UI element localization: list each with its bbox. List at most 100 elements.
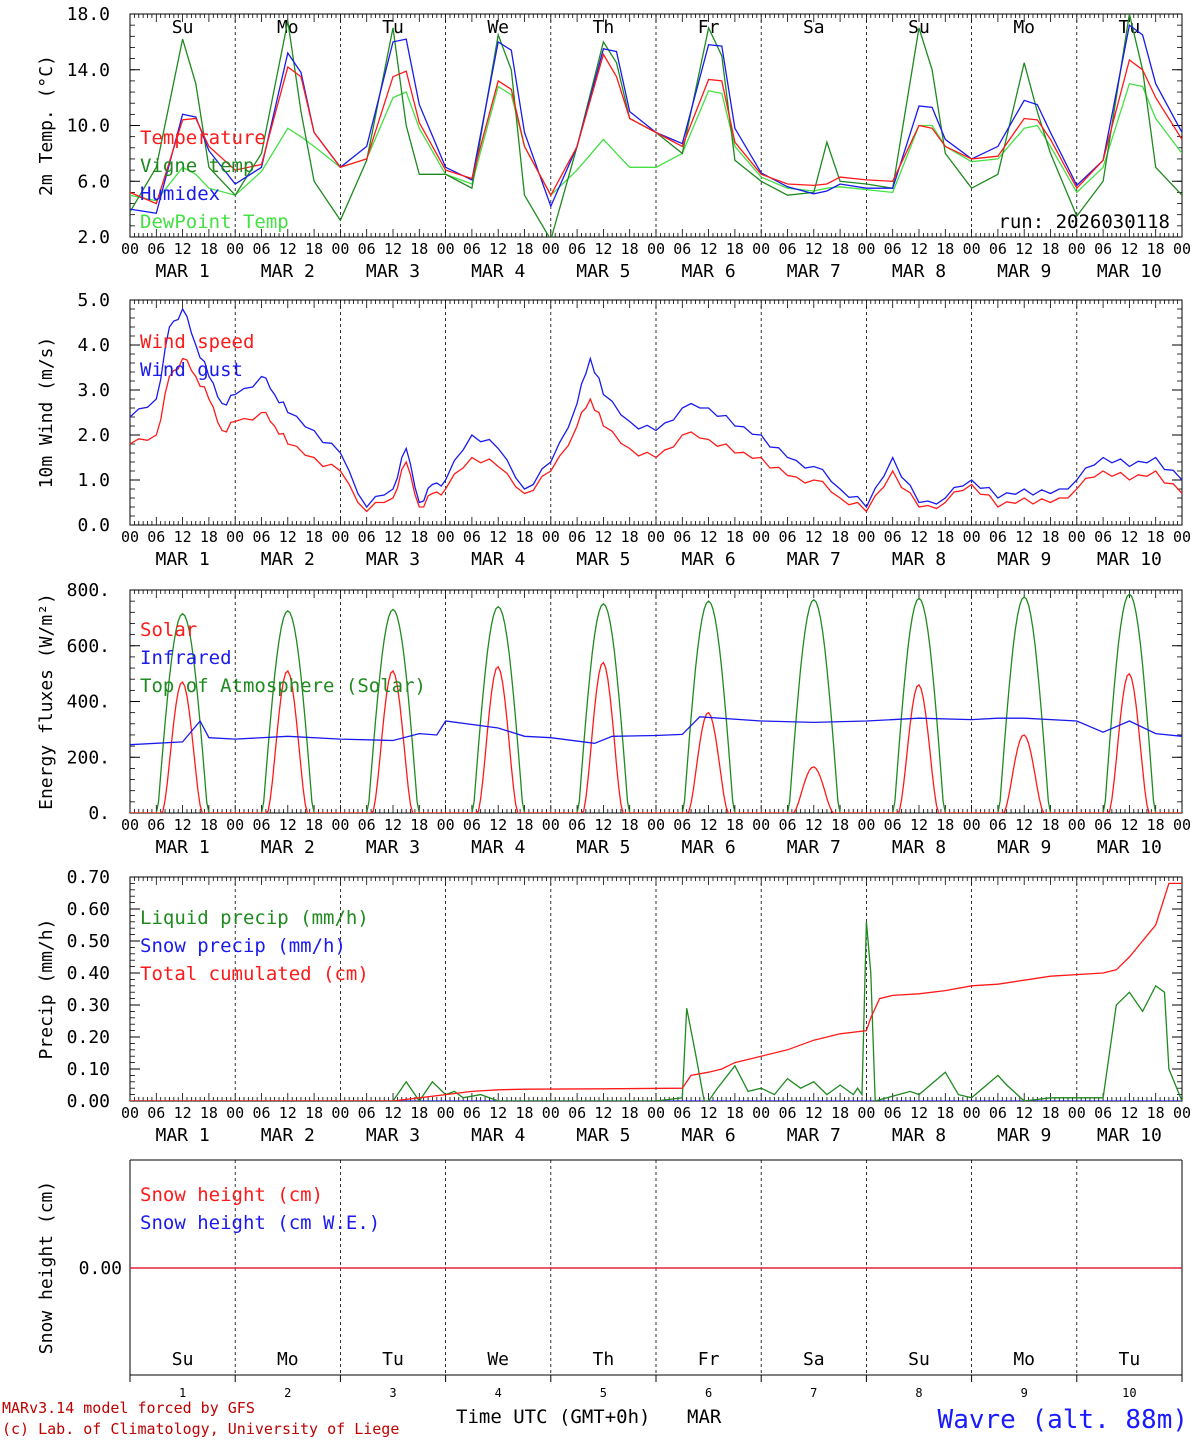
legend-entry: Wind gust — [140, 359, 243, 381]
series-line-red — [130, 52, 1182, 205]
hour-tick-label: 00 — [1068, 816, 1086, 834]
hour-tick-label: 00 — [542, 1104, 560, 1122]
hour-tick-label: 18 — [621, 240, 639, 258]
y-tick-label: 800. — [67, 580, 110, 601]
date-label: MAR 8 — [892, 261, 946, 282]
date-label: MAR 9 — [997, 837, 1051, 858]
plot-frame — [129, 13, 1183, 238]
hour-tick-label: 00 — [857, 1104, 875, 1122]
y-axis-label: Snow height (cm) — [36, 1181, 57, 1354]
hour-tick-label: 18 — [621, 528, 639, 546]
y-tick-label: 200. — [67, 747, 110, 768]
y-axis-label: 2m Temp. (°C) — [36, 55, 57, 196]
y-tick-label: 0.00 — [67, 1091, 110, 1112]
hour-tick-label: 00 — [647, 240, 665, 258]
station-name: Wavre (alt. 88m) — [938, 1405, 1188, 1435]
hour-tick-label: 12 — [489, 816, 507, 834]
hour-tick-label: 12 — [279, 1104, 297, 1122]
hour-tick-label: 12 — [910, 1104, 928, 1122]
hour-tick-label: 00 — [752, 240, 770, 258]
hour-tick-label: 06 — [252, 816, 270, 834]
hour-tick-label: 12 — [174, 528, 192, 546]
hour-tick-label: 06 — [673, 528, 691, 546]
hour-tick-label: 06 — [778, 528, 796, 546]
y-tick-label: 600. — [67, 636, 110, 657]
legend-entry: Solar — [140, 619, 197, 641]
hour-tick-label: 06 — [673, 1104, 691, 1122]
legend-entry: Total cumulated (cm) — [140, 963, 369, 985]
hour-tick-label: 18 — [305, 240, 323, 258]
date-label: MAR 10 — [1097, 1125, 1162, 1146]
hour-tick-label: 12 — [1120, 816, 1138, 834]
y-tick-label: 5.0 — [77, 290, 110, 311]
weekday-label: Su — [908, 17, 930, 38]
hour-tick-label: 06 — [358, 1104, 376, 1122]
y-tick-label: 2.0 — [77, 227, 110, 248]
hour-tick-label: 06 — [1094, 1104, 1112, 1122]
hour-tick-label: 12 — [1015, 1104, 1033, 1122]
time-axis-month: MAR — [687, 1406, 722, 1428]
day-number-label: 10 — [1122, 1386, 1136, 1400]
hour-tick-label: 06 — [778, 240, 796, 258]
hour-tick-label: 18 — [305, 816, 323, 834]
hour-tick-label: 00 — [437, 240, 455, 258]
hour-tick-label: 00 — [857, 528, 875, 546]
hour-tick-label: 06 — [147, 816, 165, 834]
hour-tick-label: 18 — [1041, 240, 1059, 258]
hour-tick-label: 18 — [621, 816, 639, 834]
hour-tick-label: 12 — [174, 816, 192, 834]
hour-tick-label: 06 — [568, 1104, 586, 1122]
day-number-label: 1 — [179, 1386, 186, 1400]
hour-tick-label: 00 — [121, 816, 139, 834]
hour-tick-label: 00 — [226, 816, 244, 834]
hour-tick-label: 00 — [121, 1104, 139, 1122]
hour-tick-label: 12 — [805, 240, 823, 258]
hour-tick-label: 00 — [331, 816, 349, 834]
hour-tick-label: 18 — [410, 1104, 428, 1122]
hour-tick-label: 12 — [594, 816, 612, 834]
precip-panel: 0.00 0.10 0.20 0.30 0.40 0.50 0.60 0.70 Precip (… — [36, 867, 1191, 1146]
series-line-red — [130, 357, 1182, 513]
weekday-label: Mo — [277, 1349, 299, 1370]
date-label: MAR 5 — [576, 1125, 630, 1146]
y-tick-label: 2.0 — [77, 425, 110, 446]
date-label: MAR 3 — [366, 261, 420, 282]
hour-tick-label: 06 — [1094, 816, 1112, 834]
hour-tick-label: 06 — [463, 816, 481, 834]
hour-tick-label: 18 — [831, 528, 849, 546]
snow-panel: 0.00 Snow height (cm) Snow height (cm) Snow… — [36, 1159, 1183, 1400]
model-credit: MARv3.14 model forced by GFS — [2, 1399, 255, 1417]
hour-tick-label: 18 — [410, 240, 428, 258]
hour-tick-label: 06 — [147, 1104, 165, 1122]
y-tick-label: 1.0 — [77, 470, 110, 491]
hour-tick-label: 18 — [305, 1104, 323, 1122]
hour-tick-label: 18 — [1147, 528, 1165, 546]
time-axis-label: Time UTC (GMT+0h) — [456, 1406, 650, 1428]
hour-tick-label: 12 — [594, 528, 612, 546]
hour-tick-label: 18 — [200, 816, 218, 834]
weekday-label: Mo — [277, 17, 299, 38]
date-label: MAR 7 — [787, 1125, 841, 1146]
hour-tick-label: 12 — [489, 240, 507, 258]
hour-tick-label: 06 — [673, 816, 691, 834]
date-label: MAR 5 — [576, 837, 630, 858]
hour-tick-label: 00 — [226, 240, 244, 258]
date-label: MAR 1 — [156, 1125, 210, 1146]
hour-tick-label: 06 — [884, 1104, 902, 1122]
weekday-label: Tu — [382, 1349, 404, 1370]
y-tick-label: 4.0 — [77, 335, 110, 356]
hour-tick-label: 12 — [700, 240, 718, 258]
series-line-red — [130, 882, 1182, 1101]
date-label: MAR 6 — [682, 549, 736, 570]
date-label: MAR 5 — [576, 549, 630, 570]
hour-tick-label: 18 — [726, 240, 744, 258]
hour-tick-label: 06 — [778, 1104, 796, 1122]
legend-entry: Humidex — [140, 183, 220, 205]
hour-tick-label: 06 — [1094, 240, 1112, 258]
hour-tick-label: 00 — [1068, 528, 1086, 546]
hour-tick-label: 18 — [831, 816, 849, 834]
hour-tick-label: 12 — [174, 240, 192, 258]
date-label: MAR 7 — [787, 549, 841, 570]
day-number-label: 7 — [810, 1386, 817, 1400]
